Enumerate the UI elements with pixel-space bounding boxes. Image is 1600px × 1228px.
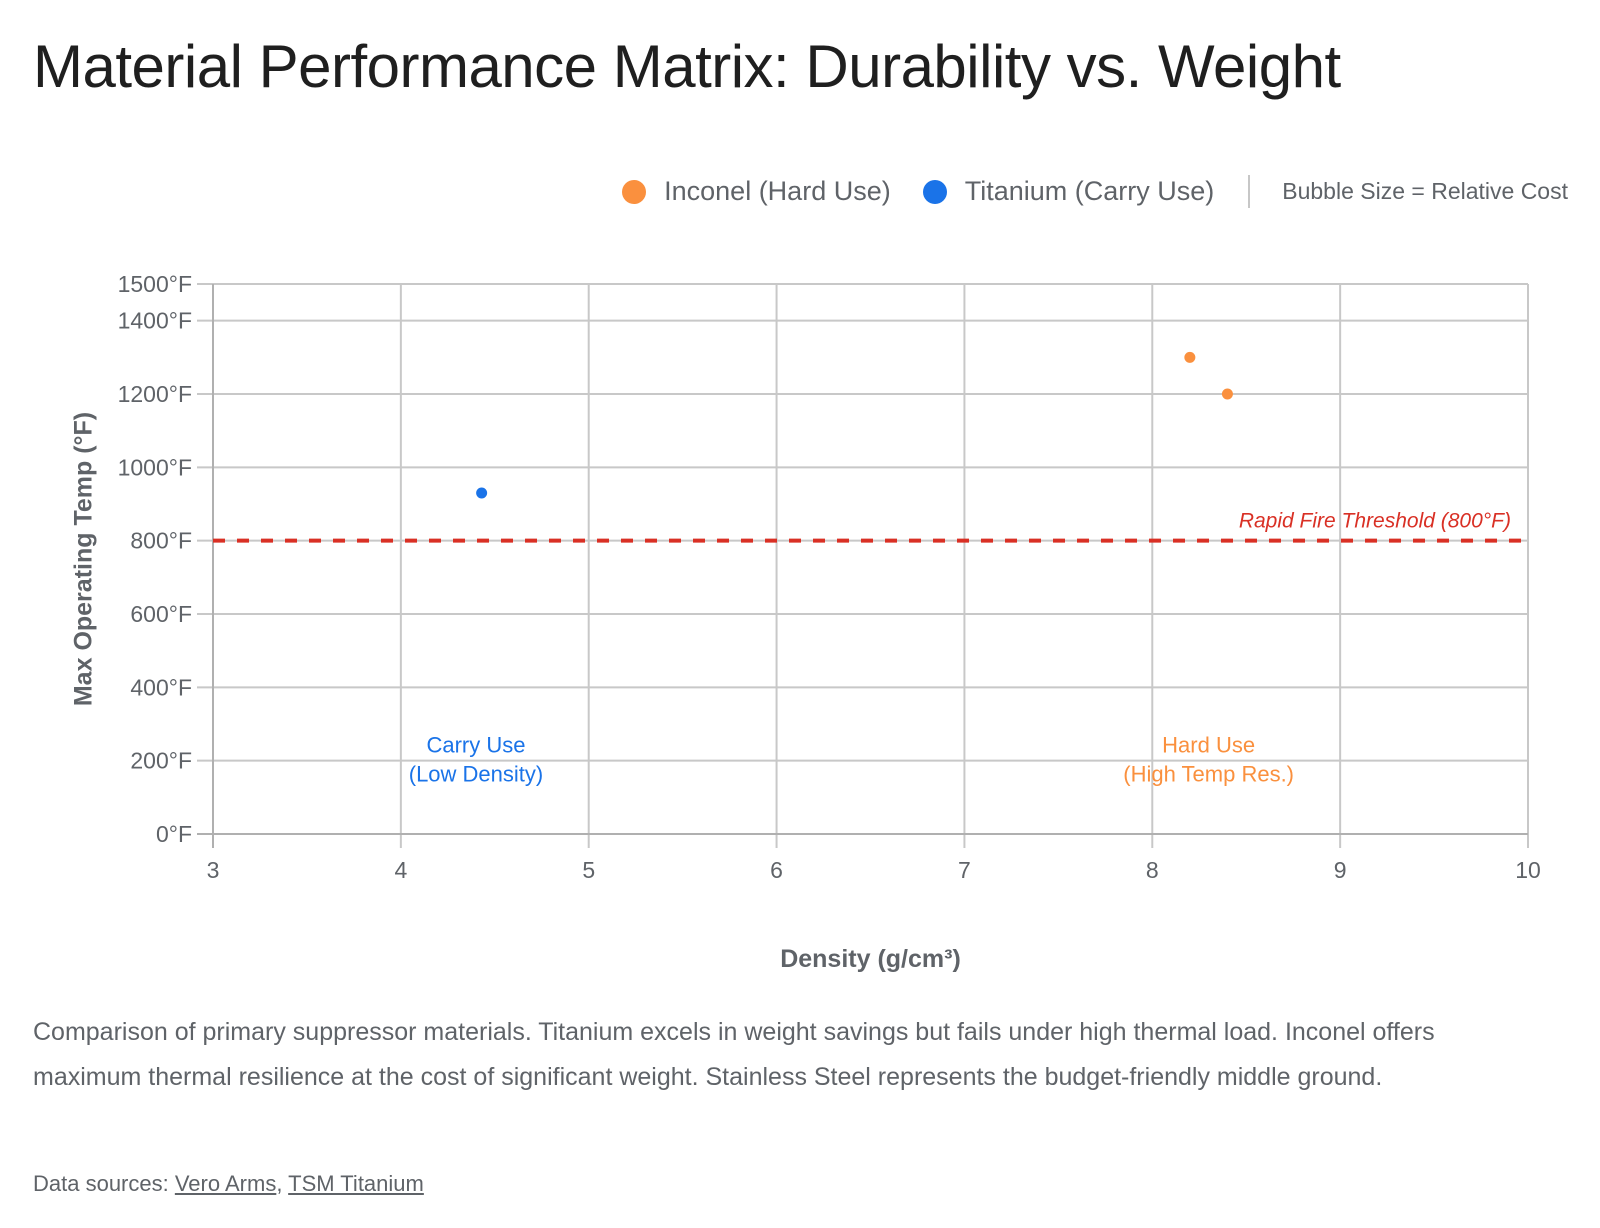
titanium-dot-icon [922,179,947,204]
y-tick-label: 600°F [130,601,192,627]
annotation-line: Carry Use [426,733,525,758]
annotation-line: Hard Use [1162,733,1255,758]
sources-prefix: Data sources: [33,1171,175,1196]
x-tick-label: 3 [207,857,220,883]
data-points [476,351,1233,499]
source-link-vero-arms[interactable]: Vero Arms [174,1171,277,1196]
legend-item-inconel[interactable]: Inconel (Hard Use) [622,176,891,207]
annotation-line: (High Temp Res.) [1123,762,1294,787]
legend-bubble-size-note: Bubble Size = Relative Cost [1282,178,1568,204]
axes: 0°F 200°F 400°F 600°F 800°F 1000°F 1200°F 1400°… [70,271,1541,973]
x-tick-label: 10 [1515,857,1541,883]
threshold-label: Rapid Fire Threshold (800°F) [1239,510,1511,533]
y-tick-label: 200°F [130,748,192,774]
y-axis-title: Max Operating Temp (°F) [70,412,98,706]
reference-lines: Rapid Fire Threshold (800°F) [213,510,1528,543]
source-link-tsm-titanium[interactable]: TSM Titanium [288,1171,424,1196]
y-tick-label: 1400°F [118,308,192,334]
legend-item-titanium[interactable]: Titanium (Carry Use) [922,176,1215,207]
legend-divider [1248,175,1251,208]
x-tick-label: 6 [770,857,783,883]
x-tick-label: 5 [582,857,595,883]
annotation-line: (Low Density) [409,762,543,787]
carry-use-annotation: Carry Use (Low Density) [409,733,543,787]
sources-separator: , [276,1171,289,1196]
x-axis-title: Density (g/cm³) [780,945,961,973]
y-tick-label: 1200°F [118,381,192,407]
gridlines [197,283,1529,848]
y-tick-label: 400°F [130,674,192,700]
legend-label-titanium: Titanium (Carry Use) [964,176,1215,206]
hard-use-annotation: Hard Use (High Temp Res.) [1123,733,1294,787]
x-tick-label: 7 [958,857,971,883]
inconel-data-point[interactable] [1221,388,1233,400]
y-tick-label: 0°F [156,821,192,847]
annotations: Carry Use (Low Density) Hard Use (High Temp… [409,733,1294,787]
chart-title: Material Performance Matrix: Durability … [33,33,1341,100]
legend-label-inconel: Inconel (Hard Use) [664,176,891,206]
x-tick-label: 9 [1334,857,1347,883]
x-tick-label: 8 [1146,857,1159,883]
x-tick-label: 4 [394,857,407,883]
legend: Inconel (Hard Use) Titanium (Carry Use) … [622,175,1568,208]
chart-caption: Comparison of primary suppressor materia… [33,1018,1435,1091]
y-tick-label: 1500°F [118,271,192,297]
data-sources: Data sources: Vero Arms, TSM Titanium [33,1171,424,1197]
y-tick-label: 800°F [130,528,192,554]
inconel-dot-icon [622,179,647,204]
titanium-data-point[interactable] [476,487,488,499]
inconel-data-point[interactable] [1184,351,1196,363]
y-tick-label: 1000°F [118,454,192,480]
scatter-chart: 0°F 200°F 400°F 600°F 800°F 1000°F 1200°F 1400°… [70,271,1541,973]
